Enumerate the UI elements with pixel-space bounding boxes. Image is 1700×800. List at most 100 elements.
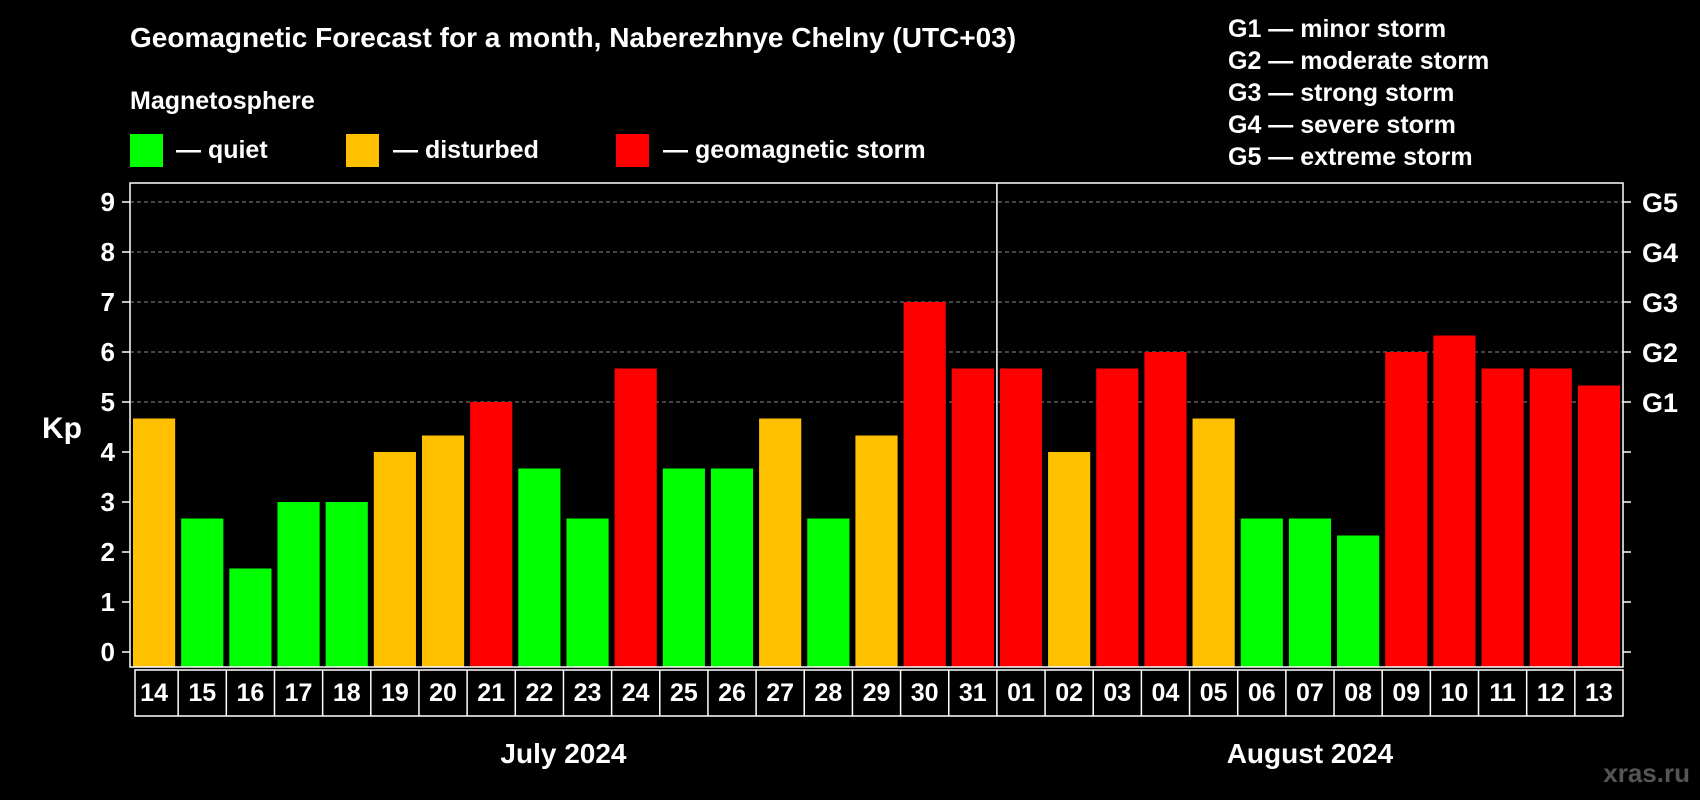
bar [277, 502, 320, 667]
legend-swatch-disturbed [346, 134, 379, 167]
bars [133, 302, 1620, 667]
x-tick-label: 09 [1392, 679, 1420, 707]
bar [1433, 335, 1476, 667]
x-tick-label: 29 [863, 679, 891, 707]
x-tick-label: 13 [1585, 679, 1613, 707]
legend-swatch-quiet [130, 134, 163, 167]
x-tick-label: 02 [1055, 679, 1083, 707]
bar [1288, 518, 1332, 667]
y-tick-label: 8 [101, 237, 115, 267]
x-tick-label: 26 [718, 679, 746, 707]
bar [759, 418, 802, 667]
storm-scale-g4: G4 — severe storm [1228, 111, 1456, 139]
grid-lines [130, 201, 1623, 403]
storm-scale-g2: G2 — moderate storm [1228, 47, 1489, 75]
y-axis-label: Kp [42, 412, 82, 445]
bar [1577, 385, 1620, 667]
legend-swatch-storm [616, 134, 649, 167]
axes: 0 1 2 3 4 5 6 7 8 9 G1 G2 G3 G4 G5 [101, 182, 1678, 668]
bar [999, 368, 1043, 667]
bar [1144, 352, 1187, 667]
y-tick-label: 5 [101, 387, 115, 417]
x-tick-label: 07 [1296, 679, 1324, 707]
bar [1240, 518, 1283, 667]
right-tick-label: G3 [1642, 288, 1678, 318]
y-tick-label: 6 [101, 337, 115, 367]
plot-frame [129, 182, 1624, 668]
y-tick-label: 2 [101, 537, 115, 567]
x-tick-label: 19 [381, 679, 409, 707]
legend: — quiet — disturbed — geomagnetic storm [130, 134, 926, 167]
legend-label-quiet: — quiet [176, 136, 268, 164]
chart-title: Geomagnetic Forecast for a month, Nabere… [130, 22, 1016, 53]
bar [373, 452, 416, 667]
bar [1529, 368, 1572, 667]
bar [421, 435, 465, 667]
x-tick-label: 30 [911, 679, 939, 707]
bar [133, 418, 176, 667]
x-tick-label: 21 [477, 679, 505, 707]
month-label: July 2024 [500, 738, 627, 769]
x-tick-label: 01 [1007, 679, 1035, 707]
right-tick-label: G5 [1642, 188, 1678, 218]
x-tick-label: 08 [1344, 679, 1372, 707]
bar [1192, 418, 1235, 667]
x-tick-label: 31 [959, 679, 987, 707]
y-tick-label: 9 [101, 187, 115, 217]
right-tick-label: G4 [1642, 238, 1678, 268]
bar [181, 518, 224, 667]
date-label-box [134, 669, 1624, 717]
storm-scale-g3: G3 — strong storm [1228, 79, 1454, 107]
x-tick-label: 04 [1152, 679, 1180, 707]
legend-label-storm: — geomagnetic storm [663, 136, 926, 164]
bar [566, 518, 609, 667]
right-tick-label: G1 [1642, 388, 1678, 418]
bar [518, 468, 561, 667]
bar [1048, 452, 1091, 667]
x-tick-label: 23 [574, 679, 602, 707]
month-label: August 2024 [1227, 738, 1394, 769]
bar [807, 518, 850, 667]
bar [614, 368, 657, 667]
storm-scale-g5: G5 — extreme storm [1228, 143, 1473, 171]
bar [1481, 368, 1524, 667]
bar [855, 435, 898, 667]
bar [1385, 352, 1428, 667]
x-tick-label: 16 [236, 679, 264, 707]
bar [470, 402, 513, 667]
bar [229, 568, 272, 667]
x-tick-label: 28 [814, 679, 842, 707]
right-tick-label: G2 [1642, 338, 1678, 368]
y-tick-label: 3 [101, 487, 115, 517]
bar [1337, 535, 1380, 667]
y-tick-label: 4 [101, 437, 116, 467]
x-tick-label: 10 [1441, 679, 1469, 707]
x-tick-label: 25 [670, 679, 698, 707]
x-tick-label: 06 [1248, 679, 1276, 707]
y-tick-label: 1 [101, 587, 115, 617]
bar [903, 302, 946, 667]
bar [662, 468, 705, 667]
y-tick-label: 0 [101, 637, 115, 667]
x-tick-label: 27 [766, 679, 794, 707]
bar [710, 468, 754, 667]
x-tick-label: 03 [1103, 679, 1131, 707]
watermark: xras.ru [1603, 758, 1690, 788]
legend-label-disturbed: — disturbed [393, 136, 539, 164]
x-tick-label: 11 [1489, 679, 1516, 707]
bar [1096, 368, 1139, 667]
x-tick-label: 18 [333, 679, 361, 707]
x-tick-label: 12 [1537, 679, 1565, 707]
x-tick-label: 24 [622, 679, 650, 707]
x-tick-label: 15 [188, 679, 216, 707]
storm-scale-legend: G1 — minor storm G2 — moderate storm G3 … [1228, 15, 1489, 171]
bar [325, 502, 368, 667]
x-tick-label: 14 [140, 679, 168, 707]
x-tick-label: 20 [429, 679, 457, 707]
x-axis-labels: 14 15 16 17 18 19 20 21 22 23 24 25 26 27 28 29 30 31 01 02… [134, 669, 1624, 769]
bar [951, 368, 994, 667]
x-tick-label: 05 [1200, 679, 1228, 707]
storm-scale-g1: G1 — minor storm [1228, 15, 1446, 43]
x-tick-label: 17 [285, 679, 313, 707]
